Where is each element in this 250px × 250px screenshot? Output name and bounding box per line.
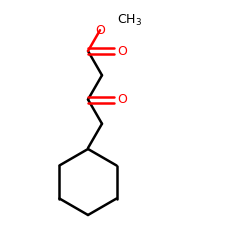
Text: O: O: [95, 24, 105, 37]
Text: O: O: [117, 44, 127, 58]
Text: CH$_3$: CH$_3$: [117, 13, 142, 28]
Text: O: O: [117, 93, 127, 106]
